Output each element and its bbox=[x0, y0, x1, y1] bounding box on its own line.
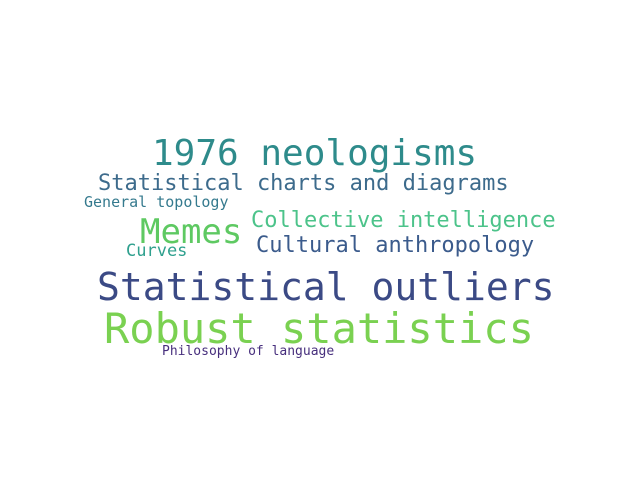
word-philosophy-of-language: Philosophy of language bbox=[162, 344, 335, 359]
word-memes: Memes bbox=[140, 212, 243, 252]
word-statistical-outliers: Statistical outliers bbox=[97, 265, 555, 309]
word-1976-neologisms: 1976 neologisms bbox=[152, 133, 478, 174]
word-collective-intelligence: Collective intelligence bbox=[251, 208, 556, 233]
word-statistical-charts-and-diagrams: Statistical charts and diagrams bbox=[98, 171, 509, 196]
word-general-topology: General topology bbox=[84, 193, 229, 211]
word-cultural-anthropology: Cultural anthropology bbox=[256, 233, 535, 258]
word-curves: Curves bbox=[126, 241, 188, 261]
word-robust-statistics: Robust statistics bbox=[104, 304, 534, 353]
